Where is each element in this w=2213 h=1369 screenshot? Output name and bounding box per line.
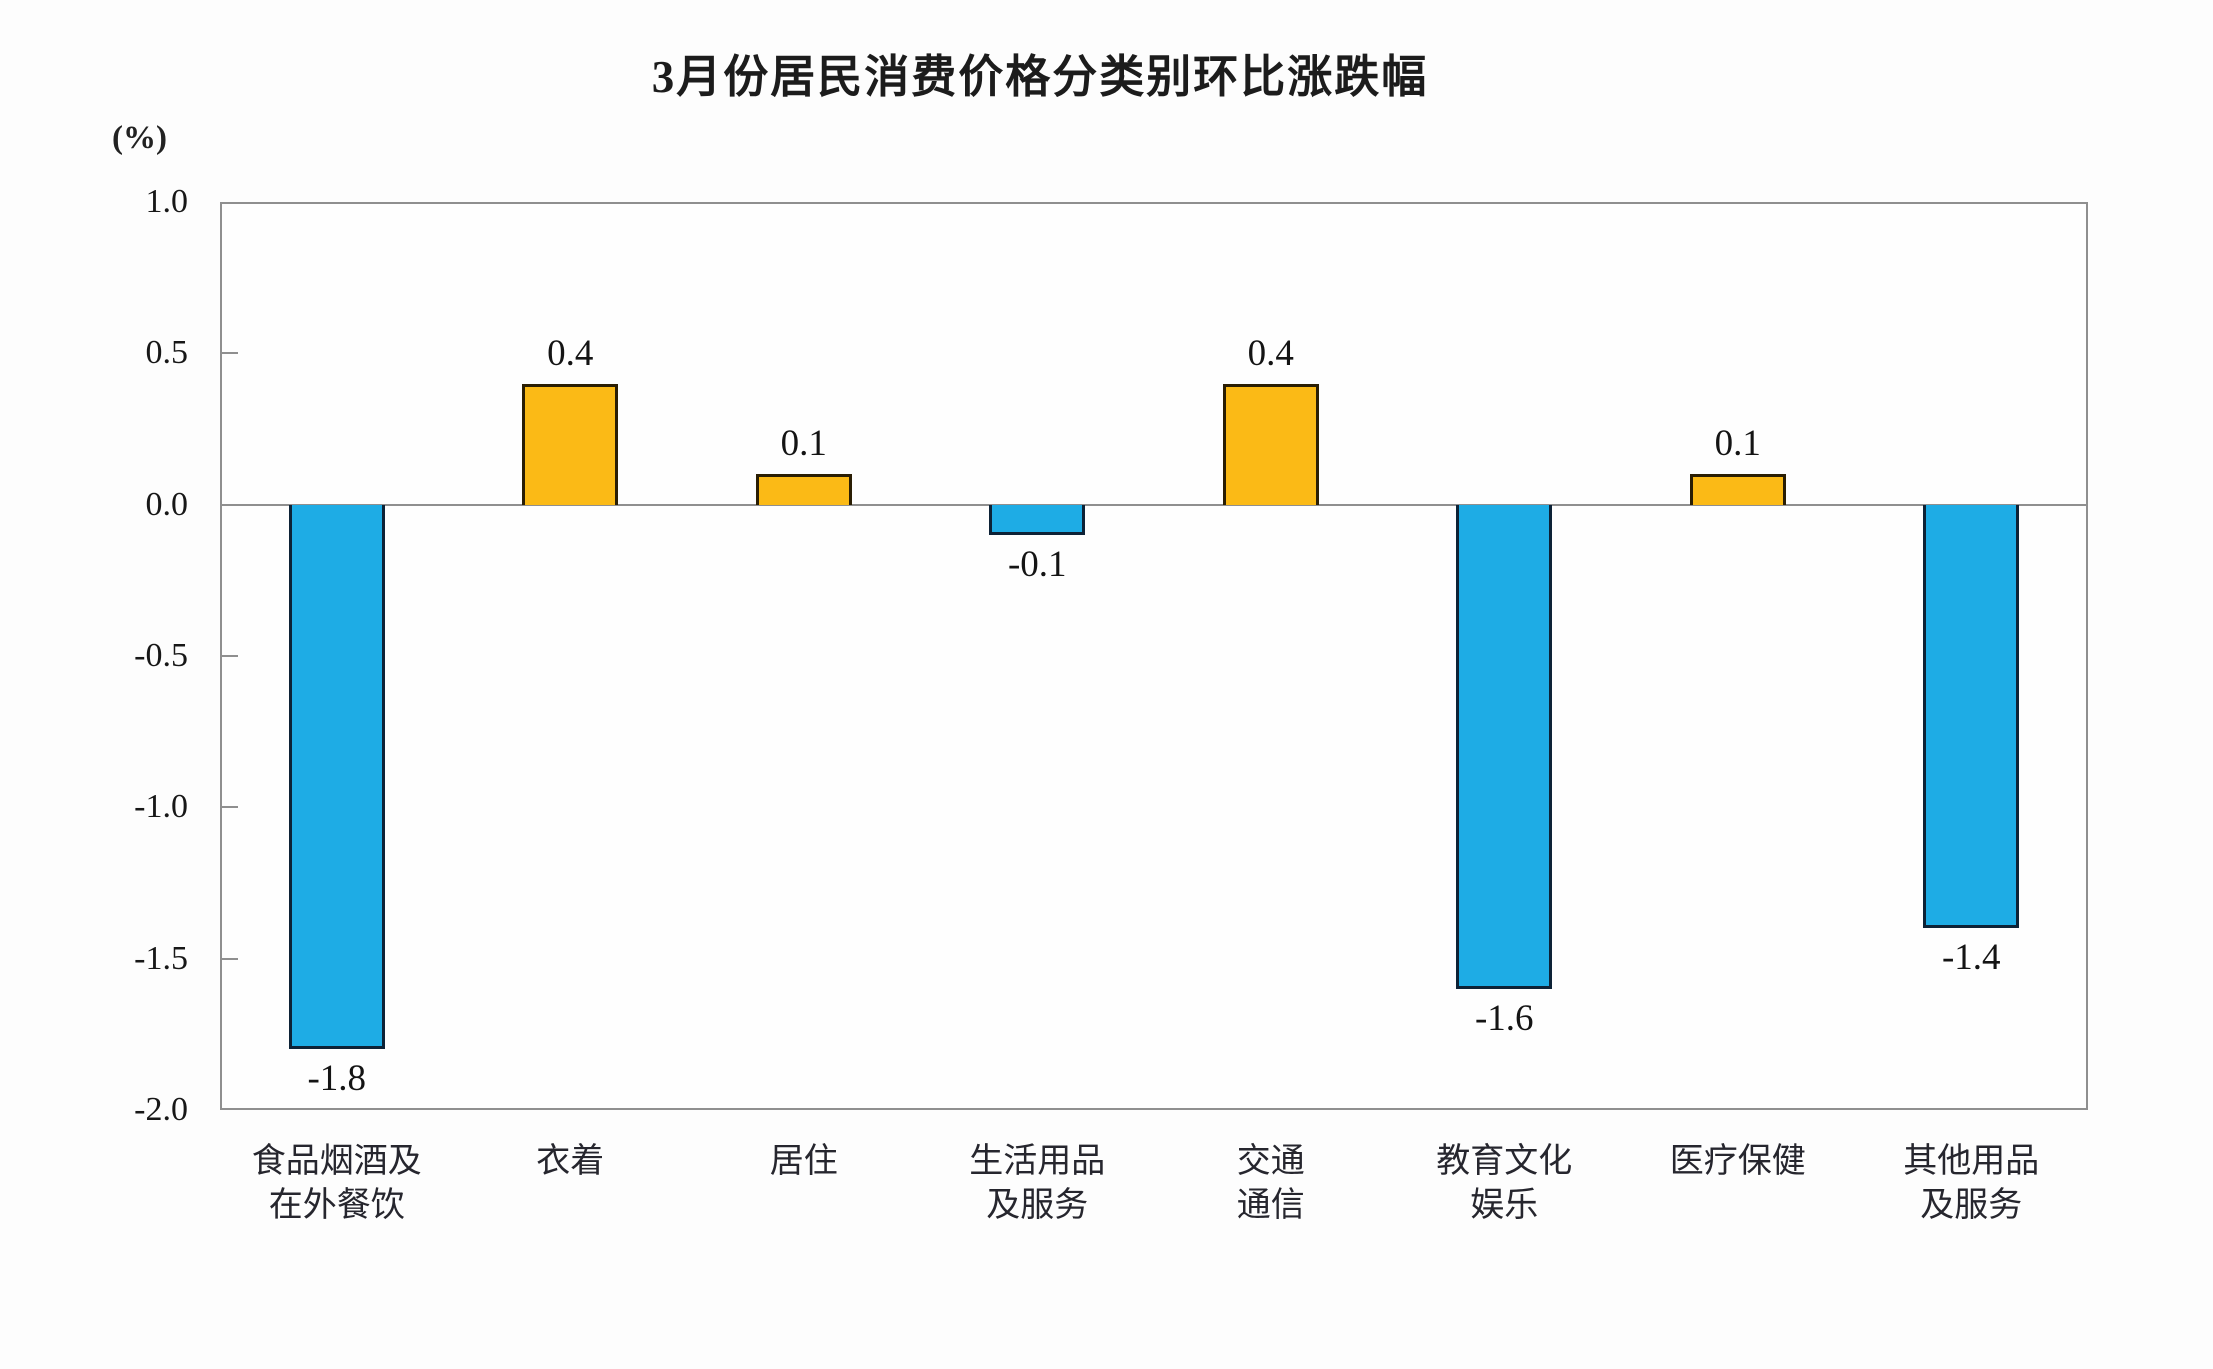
category-label: 医疗保健 — [1669, 1143, 1806, 1180]
y-tick-label: -1.5 — [134, 939, 188, 977]
y-axis-unit-label: (%) — [112, 120, 167, 156]
bar-value-label: -0.1 — [1007, 543, 1067, 585]
bar — [1222, 383, 1319, 505]
category-label: 居住 — [769, 1143, 838, 1180]
zero-baseline — [220, 503, 2088, 506]
bar — [522, 383, 619, 505]
bar — [1456, 504, 1553, 989]
category-label: 教育文化 娱乐 — [1436, 1143, 1573, 1224]
y-tick-label: -1.0 — [134, 788, 188, 826]
bar-value-label: 0.1 — [780, 423, 827, 465]
category-label: 交通 通信 — [1236, 1143, 1305, 1224]
bar — [1923, 504, 2020, 929]
y-tick-mark — [220, 806, 238, 809]
category-label: 生活用品 及服务 — [969, 1143, 1106, 1224]
bar-value-label: -1.8 — [307, 1058, 367, 1100]
y-tick-label: -0.5 — [134, 637, 188, 674]
bar — [1689, 474, 1786, 505]
bar-value-label: 0.4 — [547, 332, 594, 374]
y-tick-mark — [220, 655, 238, 657]
bar-value-label: 0.1 — [1714, 423, 1761, 465]
y-tick-label: -2.0 — [134, 1091, 188, 1128]
bar — [755, 474, 852, 505]
y-tick-label: 1.0 — [145, 183, 189, 220]
chart-title: 3月份居民消费价格分类别环比涨跌幅 — [651, 52, 1429, 102]
plot-area — [220, 202, 2088, 1110]
bar — [989, 504, 1086, 535]
bar-value-label: -1.4 — [1941, 937, 2001, 979]
bar — [288, 504, 385, 1050]
bar-value-label: 0.4 — [1247, 332, 1294, 374]
category-label: 食品烟酒及 在外餐饮 — [251, 1143, 422, 1224]
category-label: 其他用品 及服务 — [1903, 1143, 2040, 1224]
bar-value-label: -1.6 — [1474, 997, 1534, 1039]
y-tick-label: 0.5 — [145, 334, 189, 372]
category-label: 衣着 — [536, 1143, 605, 1180]
y-tick-label: 0.0 — [145, 485, 189, 523]
y-tick-mark — [220, 352, 238, 355]
y-tick-mark — [220, 957, 238, 960]
